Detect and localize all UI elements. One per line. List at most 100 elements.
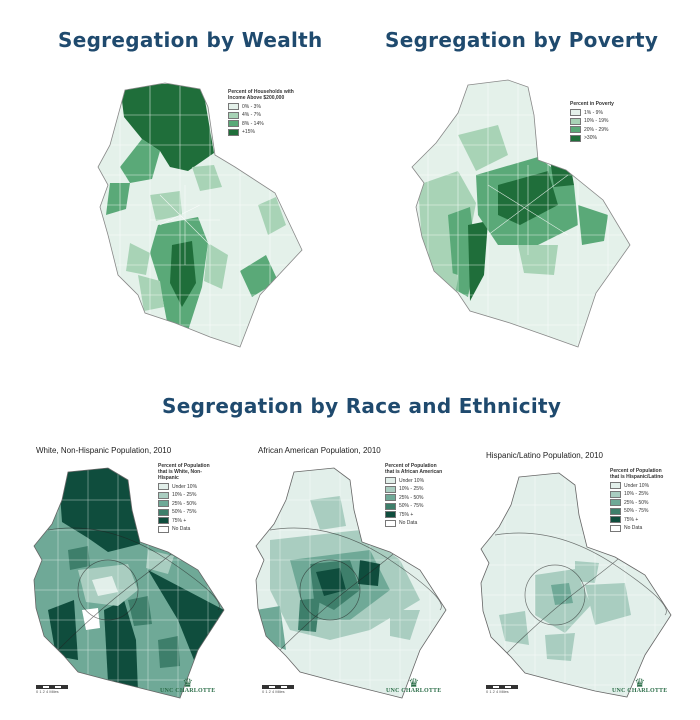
black-scale-bar: 0 1 2 4 Miles [262,685,294,694]
legend-swatch [158,483,169,490]
legend-label: Under 10% [172,483,198,490]
legend-item: 50% - 75% [610,507,672,515]
white-east-region [148,570,224,660]
legend-label: 25% - 50% [399,494,424,501]
legend-swatch [570,134,581,142]
legend-item: No Data [158,525,220,533]
white-county-outline [33,467,225,699]
legend-item: Under 10% [385,477,447,484]
poverty-county-outline [411,79,631,348]
legend-item: 10% - 25% [158,491,220,499]
legend-item: 50% - 75% [385,502,447,510]
legend-swatch [385,502,396,510]
legend-swatch [610,516,621,523]
scale-bar-label: 0 1 2 4 Miles [36,689,59,694]
wealth-county-outline [97,82,303,348]
legend-label: 8% - 14% [242,120,264,127]
legend-swatch [228,120,239,127]
wealth-north-region [120,83,214,171]
legend-label: 25% - 50% [172,500,197,507]
logo-text: UNC CHARLOTTE [612,688,668,694]
poverty-legend-title: Percent in Poverty [570,101,614,107]
scale-bar-label: 0 1 2 4 Miles [486,689,509,694]
poverty-region [458,125,508,171]
legend-label: No Data [624,525,643,531]
poverty-region [468,221,488,301]
legend-label: No Data [172,526,191,532]
legend-swatch [570,117,581,125]
poverty-map [411,79,631,348]
black-legend-title: Percent of Population that is African Am… [385,463,443,475]
legend-label: 10% - 25% [172,492,197,498]
legend-item: 10% - 25% [385,485,447,493]
black-region [310,496,346,530]
legend-item: No Data [610,524,672,532]
hispanic-core-region [551,583,573,605]
legend-item: 25% - 50% [385,494,447,501]
white-north-region [58,468,140,552]
black-core-region [316,568,346,596]
legend-swatch [610,507,621,515]
legend-item: 10% - 19% [570,117,642,125]
legend-swatch [385,519,396,527]
legend-swatch [570,126,581,133]
black-unc-logo: ♛ UNC CHARLOTTE [386,677,442,694]
hispanic-region [545,633,575,661]
legend-swatch [385,477,396,484]
legend-item: 4% - 7% [228,111,300,119]
legend-item: 75% + [158,517,220,524]
logo-text: UNC CHARLOTTE [160,688,216,694]
black-map [255,467,447,699]
white-unc-logo: ♛ UNC CHARLOTTE [160,677,216,694]
legend-label: Under 10% [624,482,650,489]
white-region [128,596,152,626]
wealth-legend: Percent of Households with Income Above … [228,89,300,137]
legend-item: 20% - 29% [570,126,642,133]
legend-item: Under 10% [158,483,220,490]
wealth-legend-title: Percent of Households with Income Above … [228,89,294,101]
legend-item: 75% + [385,511,447,518]
white-south-region [104,600,138,692]
legend-swatch [610,490,621,498]
black-region [390,610,420,640]
white-region [146,550,174,574]
legend-label: Under 10% [399,477,425,484]
legend-item: >30% [570,134,642,142]
black-west-region [256,606,286,650]
legend-label: 10% - 25% [624,491,649,497]
black-tract-lines [256,468,446,698]
legend-label: 50% - 75% [624,508,649,514]
legend-swatch [610,482,621,489]
legend-swatch [228,111,239,119]
wealth-tract-lines [98,83,302,347]
scale-bar-label: 0 1 2 4 Miles [262,689,285,694]
legend-item: No Data [385,519,447,527]
white-map [33,467,225,699]
hispanic-unc-logo: ♛ UNC CHARLOTTE [612,677,668,694]
legend-swatch [158,491,169,499]
hispanic-tract-lines [481,473,671,697]
race-title: Segregation by Race and Ethnicity [162,394,562,418]
legend-swatch [610,524,621,532]
scale-bar-graphic [262,685,294,689]
legend-label: 50% - 75% [172,509,197,515]
hispanic-legend-title: Percent of Population that is Hispanic/L… [610,468,664,480]
legend-swatch [228,128,239,136]
logo-text: UNC CHARLOTTE [386,688,442,694]
poverty-legend: Percent in Poverty 1% - 9% 10% - 19% 20%… [570,101,642,143]
legend-label: >30% [584,135,597,141]
legend-label: 75% + [624,516,639,523]
legend-swatch [228,103,239,110]
hispanic-region [499,611,529,645]
legend-label: 4% - 7% [242,112,261,118]
legend-item: Under 10% [610,482,672,489]
legend-label: 25% - 50% [624,499,649,506]
poverty-title: Segregation by Poverty [385,28,659,52]
black-legend: Percent of Population that is African Am… [385,463,447,528]
legend-item: 10% - 25% [610,490,672,498]
wealth-region [258,197,286,235]
white-tract-lines [34,468,224,698]
scale-bar-graphic [486,685,518,689]
legend-swatch [158,500,169,507]
legend-item: 8% - 14% [228,120,300,127]
